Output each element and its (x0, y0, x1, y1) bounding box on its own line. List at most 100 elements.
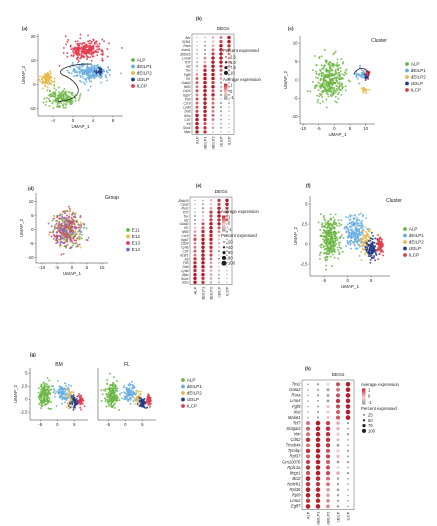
point-cEILP (371, 238, 374, 241)
legend-title: Percent expressed (221, 233, 257, 238)
point-ALP (337, 71, 340, 74)
point-ILCP (81, 397, 84, 400)
point-ALP (333, 256, 336, 259)
y-tick-label: -10 (291, 114, 298, 119)
dot (227, 73, 231, 76)
dot (194, 215, 196, 217)
point-E14 (79, 216, 82, 219)
dot (228, 102, 230, 104)
dot (306, 421, 310, 426)
point-ALP (40, 390, 43, 393)
point-ALP (327, 74, 330, 77)
point-ILCP (97, 51, 100, 53)
point-ALP (325, 223, 327, 226)
point-ILCP (376, 243, 379, 245)
point-ALP (331, 250, 334, 253)
dot (336, 499, 340, 502)
point-ALP (327, 69, 329, 72)
point-dEILP2 (67, 407, 70, 410)
dot (217, 234, 221, 237)
point-dEILP1 (119, 72, 122, 75)
x-tick-label: 4 (92, 118, 95, 123)
point-dEILP1 (53, 389, 56, 392)
dot (211, 126, 215, 130)
legend-swatch (403, 246, 407, 251)
point-dEILP1 (92, 71, 95, 74)
point-ILCP (80, 402, 82, 405)
dot (335, 398, 341, 404)
point-dEILP2 (39, 80, 42, 83)
point-dEILP1 (350, 214, 353, 217)
point-dEILP2 (41, 87, 44, 90)
point-E14 (52, 231, 55, 234)
point-dEILP1 (125, 388, 128, 391)
point-dEILP1 (86, 70, 89, 73)
point-ALP (338, 91, 341, 94)
point-E14 (63, 226, 66, 229)
points-f (317, 212, 385, 271)
dot (336, 488, 340, 491)
point-dEILP2 (41, 81, 44, 84)
point-dEILP1 (99, 76, 102, 79)
point-ALP (107, 401, 110, 404)
chart-title: DEGs (332, 372, 345, 378)
point-ALP (318, 85, 321, 88)
point-ALP (317, 99, 320, 101)
point-ALP (318, 56, 321, 59)
dot (195, 113, 199, 118)
point-ALP (333, 77, 336, 80)
group-label: dEILP1 (203, 136, 208, 150)
dot (195, 121, 199, 126)
point-E11 (81, 233, 84, 236)
point-ALP (63, 88, 66, 90)
point-ALP (340, 89, 343, 92)
point-dEILP1 (360, 73, 363, 76)
y-tick-label: 5 (305, 201, 308, 206)
dot (225, 226, 229, 229)
point-dEILP1 (52, 385, 55, 388)
legend-label: ILCP (411, 88, 421, 93)
point-dEILP2 (48, 70, 51, 73)
point-ALP (322, 74, 325, 77)
dot (217, 230, 221, 233)
point-dEILP1 (105, 70, 108, 72)
dot (217, 265, 221, 268)
point-ILCP (86, 55, 88, 58)
point-dEILP2 (48, 74, 51, 77)
dot (346, 455, 350, 458)
point-dEILP1 (361, 76, 364, 79)
point-dEILP1 (87, 76, 90, 79)
point-ALP (329, 82, 332, 85)
point-ILCP (85, 58, 88, 61)
point-ILCP (77, 50, 79, 53)
point-cEILP (373, 250, 376, 253)
point-dEILP1 (362, 214, 365, 217)
point-ALP (341, 62, 344, 65)
dot (326, 482, 330, 487)
point-ALP (322, 235, 325, 238)
dot (211, 56, 215, 60)
point-E13 (64, 245, 67, 247)
point-dEILP1 (355, 216, 358, 219)
point-cEILP (371, 250, 374, 253)
dot (195, 109, 199, 113)
x-axis-title: UMAP_1 (328, 132, 347, 137)
dot (193, 245, 197, 249)
point-ALP (110, 402, 113, 405)
point-cEILP (364, 246, 367, 249)
legend-label: ILCP (137, 84, 147, 89)
point-cEILP (373, 256, 375, 259)
point-dEILP1 (126, 395, 129, 398)
dot (219, 93, 223, 97)
point-ALP (116, 380, 118, 383)
point-cEILP (370, 251, 373, 254)
point-E14 (82, 223, 85, 225)
point-E14 (62, 225, 65, 227)
point-dEILP1 (61, 390, 64, 393)
dot (219, 77, 223, 80)
point-ALP (53, 87, 56, 90)
point-ALP (330, 251, 333, 254)
point-ALP (340, 223, 343, 226)
